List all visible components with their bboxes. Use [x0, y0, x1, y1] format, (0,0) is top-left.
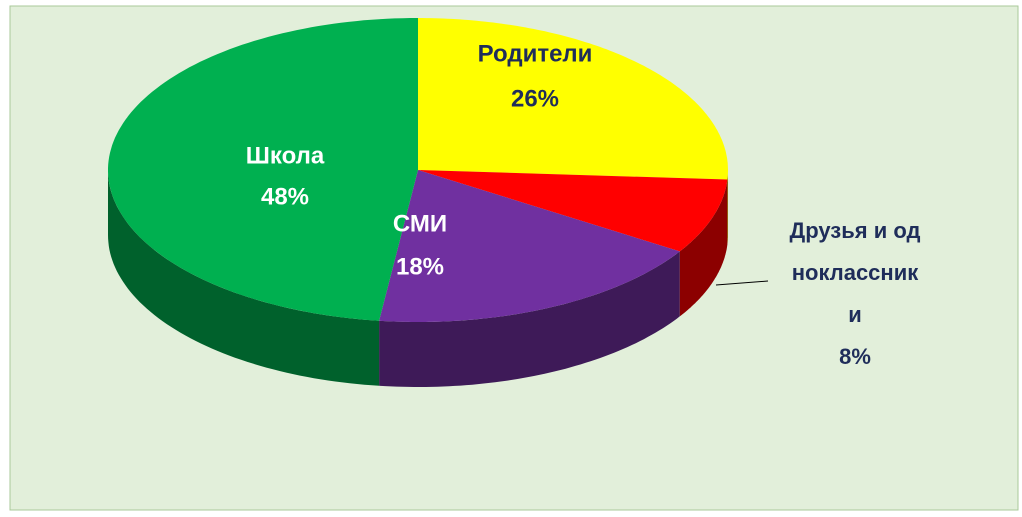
category-label: Школа	[246, 142, 325, 169]
category-label-box: Друзья и одноклассники 8%	[785, 210, 925, 378]
pie-tops	[108, 18, 728, 322]
category-label: Родители	[478, 40, 593, 67]
slice	[418, 18, 728, 180]
value-label: 26%	[511, 85, 559, 112]
slice-side	[679, 179, 728, 317]
pie-sides	[108, 170, 728, 387]
wrapped-label: Друзья и одноклассники 8%	[785, 210, 925, 378]
slice-side	[727, 170, 728, 245]
value-label: 48%	[261, 183, 309, 210]
value-label: 8%	[839, 344, 871, 369]
value-label: 18%	[396, 253, 444, 280]
slice-side	[379, 251, 680, 387]
leader-line	[715, 280, 769, 286]
slice	[108, 18, 418, 321]
slice	[418, 170, 728, 252]
category-label: Друзья и одноклассники	[789, 218, 921, 327]
category-label: СМИ	[393, 210, 447, 237]
labels: Родители 26% СМИ 18% Школа 48% Друзья и однокл…	[246, 40, 925, 378]
slice	[379, 170, 680, 322]
slice-side	[108, 170, 380, 386]
